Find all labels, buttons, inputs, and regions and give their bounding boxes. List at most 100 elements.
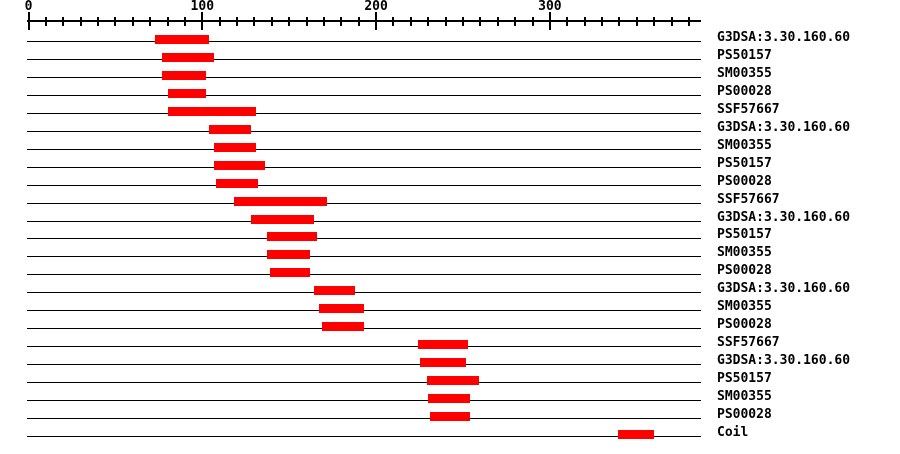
feature-bar — [266, 250, 311, 260]
feature-label: G3DSA:3.30.160.60 — [717, 353, 851, 369]
feature-row-line — [27, 112, 701, 114]
feature-bar — [322, 322, 364, 332]
feature-row-line — [27, 94, 701, 96]
feature-bar — [167, 106, 257, 116]
feature-label: SM00355 — [717, 245, 772, 261]
ruler-tick-label: 200 — [364, 0, 388, 14]
feature-label: SM00355 — [717, 65, 772, 81]
feature-label: SM00355 — [717, 389, 772, 404]
feature-bar — [313, 286, 356, 296]
feature-label: SSF57667 — [717, 191, 780, 207]
ruler-tick-minor — [444, 17, 447, 26]
ruler-tick-minor — [670, 17, 673, 26]
feature-label: SSF57667 — [717, 335, 780, 351]
feature-bar — [214, 142, 257, 152]
ruler-tick-minor — [618, 17, 621, 26]
feature-row-line — [27, 382, 701, 384]
ruler-tick-minor — [97, 17, 100, 26]
feature-label: PS50157 — [717, 371, 772, 387]
ruler-tick-minor — [357, 17, 360, 26]
ruler-tick-minor — [44, 17, 47, 26]
feature-label: G3DSA:3.30.160.60 — [717, 209, 851, 225]
feature-label: PS50157 — [717, 155, 772, 171]
ruler-tick-minor — [583, 17, 586, 26]
feature-row-line — [27, 364, 701, 366]
ruler-tick-minor — [601, 17, 604, 26]
feature-bar — [155, 35, 210, 44]
feature-row-line — [27, 435, 701, 437]
ruler-tick-minor — [183, 17, 186, 26]
feature-row-line — [27, 274, 701, 276]
feature-row-line — [27, 166, 701, 168]
feature-row-line — [27, 202, 701, 204]
ruler-tick-label: 300 — [538, 0, 562, 14]
ruler-tick-minor — [392, 17, 395, 26]
ruler-tick-minor — [687, 17, 690, 26]
feature-row-line — [27, 220, 701, 222]
ruler-tick-minor — [409, 17, 412, 26]
feature-label: PS00028 — [717, 263, 772, 279]
feature-label: PS50157 — [717, 227, 772, 243]
feature-label: SM00355 — [717, 137, 772, 153]
feature-label: PS00028 — [717, 317, 772, 333]
ruler-tick-minor — [166, 17, 169, 26]
feature-label: PS00028 — [717, 83, 772, 99]
feature-row-line — [27, 41, 701, 42]
feature-bar — [250, 214, 314, 224]
feature-row-line — [27, 238, 701, 240]
feature-label: G3DSA:3.30.160.60 — [717, 281, 851, 297]
ruler-tick-minor — [288, 17, 291, 26]
feature-row-line — [27, 256, 701, 258]
feature-row-line — [27, 184, 701, 186]
ruler-tick-minor — [653, 17, 656, 26]
ruler-tick-minor — [218, 17, 221, 26]
feature-bar — [318, 304, 364, 314]
ruler-tick-minor — [635, 17, 638, 26]
ruler-tick-minor — [566, 17, 569, 26]
ruler-tick-minor — [305, 17, 308, 26]
feature-bar — [426, 376, 479, 386]
ruler-tick-minor — [270, 17, 273, 26]
ruler-tick-minor — [462, 17, 464, 26]
ruler-tick-minor — [253, 17, 256, 26]
ruler-tick-minor — [236, 17, 239, 26]
ruler-tick-minor — [131, 17, 134, 26]
feature-bar — [162, 52, 215, 62]
feature-row-line — [27, 148, 701, 150]
ruler-tick-major — [27, 12, 30, 30]
ruler-tick-minor — [531, 17, 534, 26]
feature-label: SSF57667 — [717, 101, 780, 117]
ruler-tick-minor — [114, 17, 117, 26]
feature-bar — [429, 411, 470, 421]
feature-label: G3DSA:3.30.160.60 — [717, 30, 851, 45]
ruler-tick-minor — [79, 17, 82, 26]
feature-bar — [209, 124, 251, 134]
feature-row-line — [27, 417, 701, 419]
ruler-tick-label: 0 — [24, 0, 33, 14]
ruler-tick-major — [375, 12, 378, 30]
ruler-tick-major — [201, 12, 204, 30]
ruler-tick-minor — [149, 17, 152, 26]
feature-bar — [162, 70, 206, 80]
ruler-axis-line — [27, 20, 701, 22]
ruler-tick-minor — [427, 17, 430, 26]
feature-bar — [428, 394, 470, 403]
feature-label: G3DSA:3.30.160.60 — [717, 119, 851, 135]
feature-bar — [167, 88, 206, 98]
ruler-tick-label: 100 — [190, 0, 215, 14]
feature-bar — [270, 268, 311, 278]
feature-label: Coil — [717, 424, 749, 440]
feature-row-line — [27, 58, 701, 60]
feature-row-line — [27, 346, 701, 348]
feature-label: PS50157 — [717, 47, 772, 63]
feature-label: PS00028 — [717, 173, 772, 189]
feature-row-line — [27, 400, 701, 401]
ruler-tick-minor — [514, 17, 517, 26]
feature-bar — [214, 160, 265, 170]
feature-bar — [617, 429, 655, 439]
feature-label: SM00355 — [717, 299, 772, 315]
feature-bar — [233, 196, 328, 206]
feature-row-line — [27, 76, 701, 78]
feature-row-line — [27, 130, 701, 132]
feature-bar — [266, 232, 317, 242]
